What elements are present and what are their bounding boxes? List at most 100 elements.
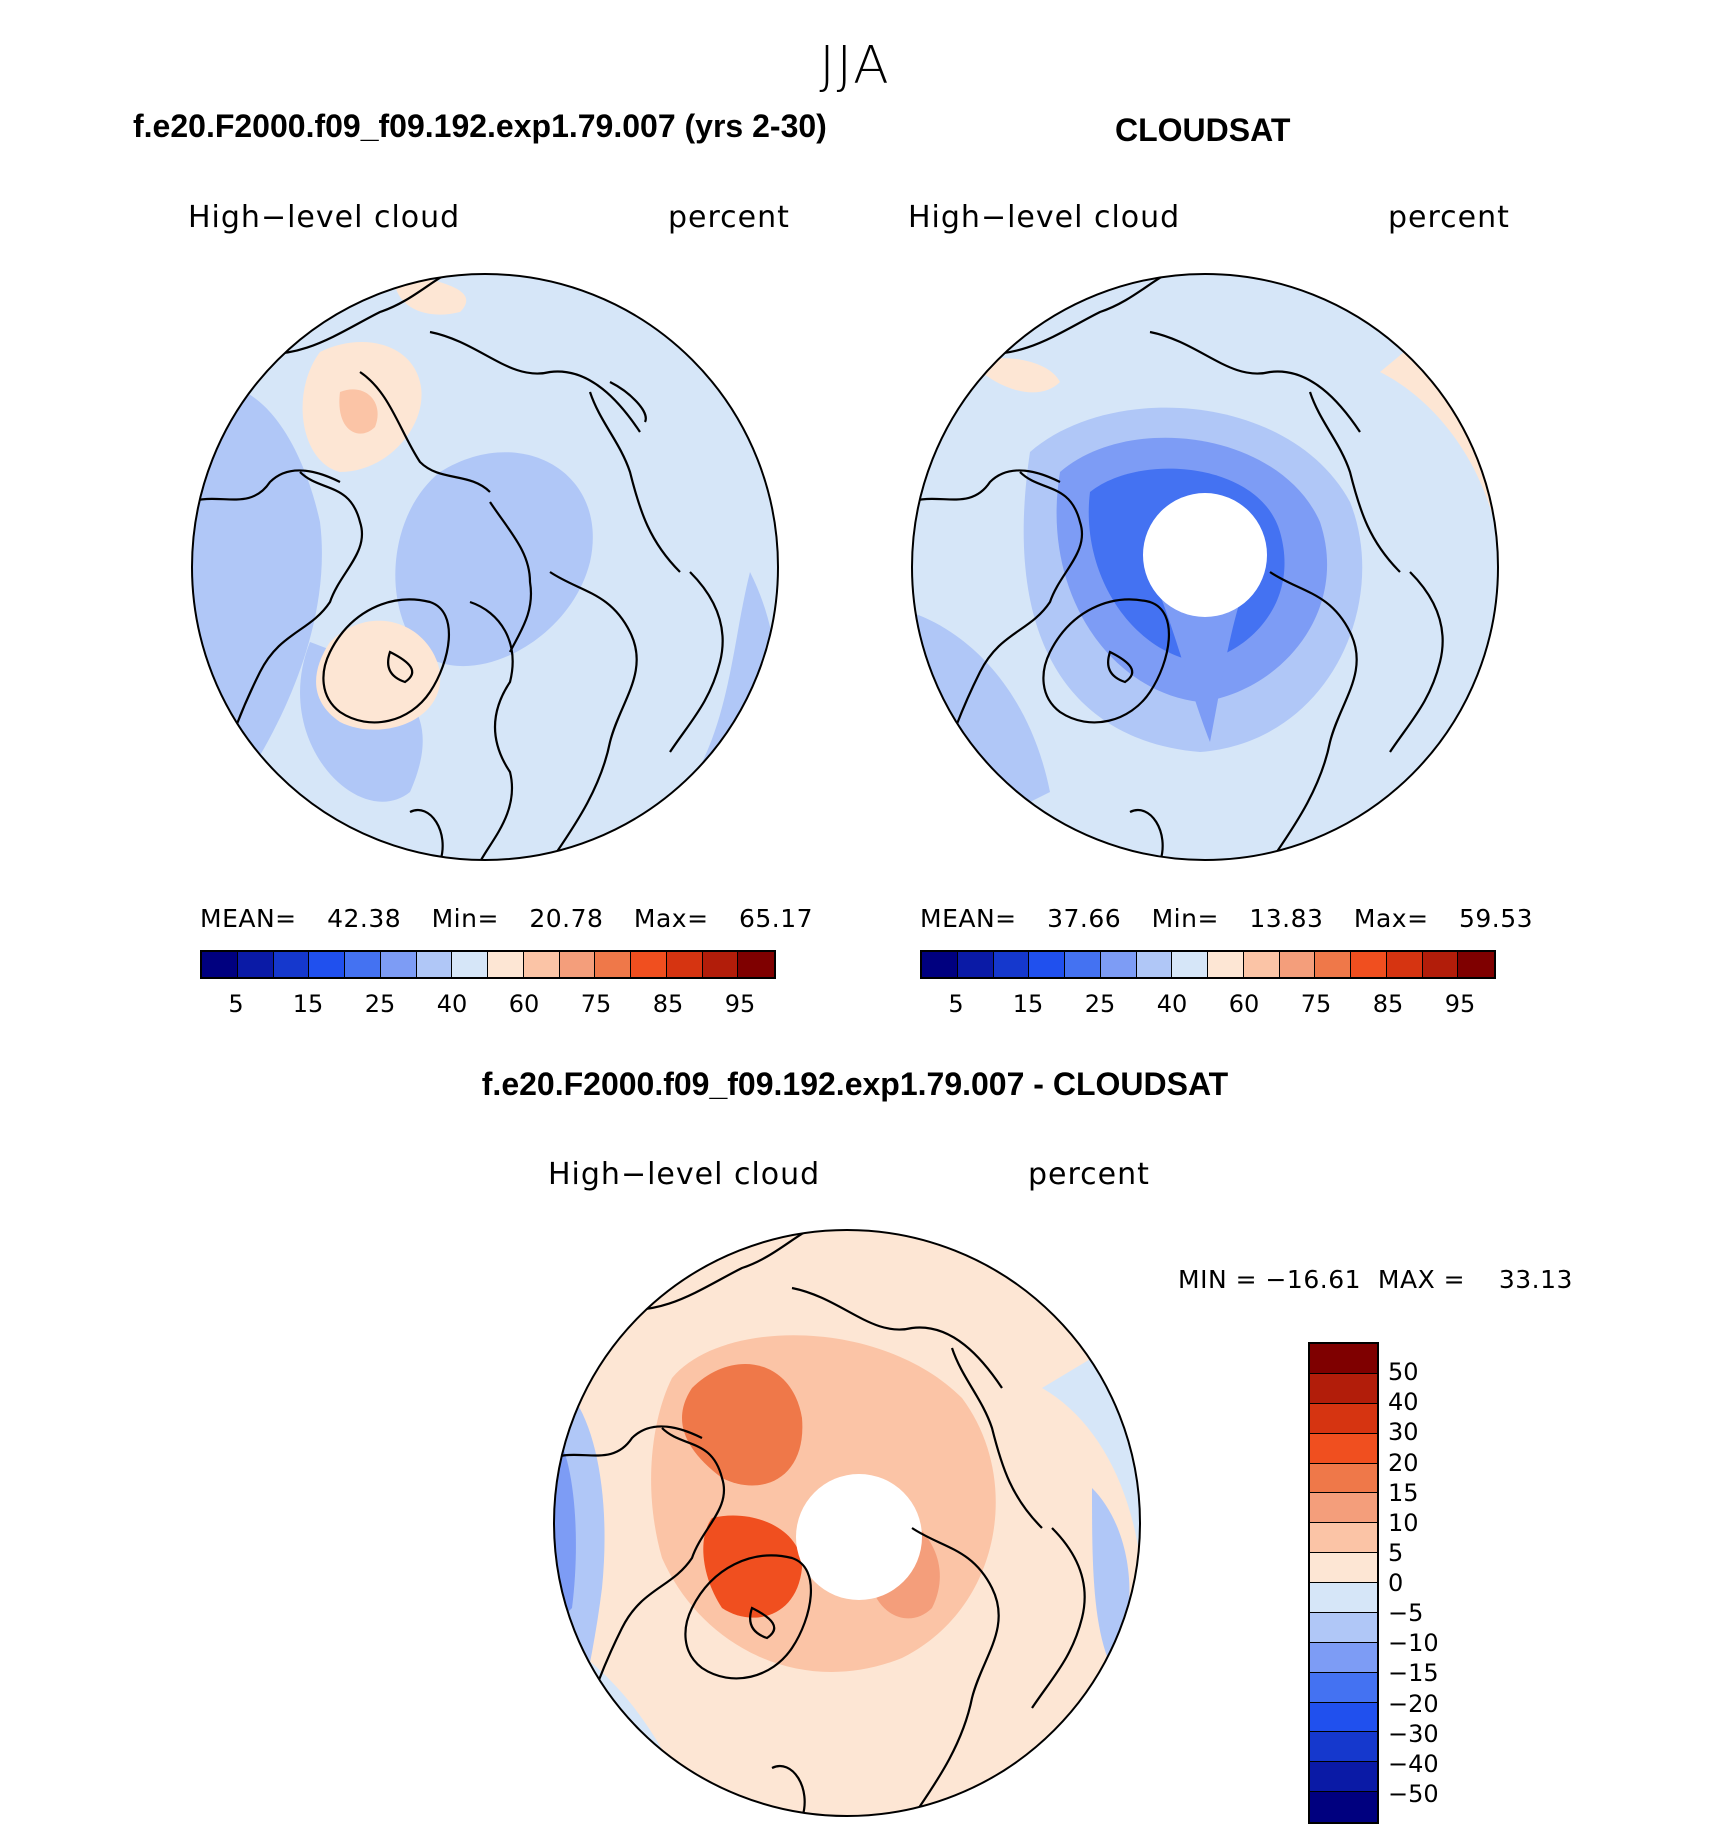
- model-mean-value: 42.38: [327, 904, 402, 933]
- obs-colorbar-ticks: 5 15 25 40 60 75 85 95: [920, 990, 1496, 1020]
- obs-coast-greenland: [1042, 598, 1171, 724]
- model-colorbar: [200, 950, 776, 979]
- obs-polar-map: [911, 273, 1499, 861]
- diff-coast-iceland: [749, 1606, 776, 1640]
- obs-max-label: Max=: [1353, 904, 1429, 933]
- diff-variable-label: High−level cloud: [548, 1157, 821, 1192]
- obs-colorbar-cell: [1243, 952, 1280, 977]
- model-coast-iceland: [387, 650, 414, 684]
- obs-colorbar-tick-label: 60: [1228, 990, 1260, 1018]
- diff-colorbar-cell: [1310, 1792, 1377, 1822]
- model-units-label: percent: [668, 200, 790, 235]
- obs-colorbar-tick-label: 5: [948, 990, 964, 1018]
- model-coast-archipelago: [489, 501, 533, 653]
- diff-colorbar-tick-label: 50: [1388, 1358, 1419, 1387]
- obs-colorbar-cell: [1029, 952, 1065, 977]
- model-coast-canada: [218, 471, 363, 773]
- model-coast-russia-north: [588, 391, 681, 573]
- model-coast-uk: [409, 809, 444, 860]
- obs-colorbar-tick-label: 75: [1300, 990, 1332, 1018]
- model-colorbar-cell: [488, 952, 524, 977]
- diff-colorbar-cell: [1310, 1373, 1377, 1404]
- diff-colorbar-tick-label: 30: [1388, 1418, 1419, 1447]
- model-colorbar-cell: [631, 952, 667, 977]
- diff-colorbar-ticks: 50 40 30 20 15 10 5 0 −5 −10 −15 −20 −30 −40 −50: [1388, 1342, 1468, 1824]
- diff-colorbar-cell: [1310, 1732, 1377, 1763]
- diff-field-siberia-hot: [682, 1364, 803, 1486]
- model-colorbar-cell: [309, 952, 345, 977]
- diff-coast-uk: [771, 1765, 806, 1816]
- model-colorbar-tick-label: 95: [724, 990, 756, 1018]
- model-case-title: f.e20.F2000.f09_f09.192.exp1.79.007 (yrs…: [133, 108, 827, 144]
- diff-colorbar-cell: [1310, 1642, 1377, 1673]
- obs-pole-gap: [1143, 493, 1267, 617]
- model-colorbar-cell: [666, 952, 703, 977]
- obs-variable-label: High−level cloud: [908, 200, 1181, 235]
- diff-colorbar-cell: [1310, 1463, 1377, 1494]
- diff-colorbar-cell: [1310, 1403, 1377, 1434]
- diff-colorbar-tick-label: −20: [1388, 1689, 1439, 1718]
- obs-mean-label: MEAN=: [920, 904, 1017, 933]
- diff-colorbar-cell: [1310, 1583, 1377, 1613]
- obs-colorbar-cell: [1386, 952, 1423, 977]
- diff-colorbar-tick-label: −30: [1388, 1719, 1439, 1748]
- obs-coast-arctic-rim: [1149, 330, 1361, 433]
- obs-case-title: CLOUDSAT: [1115, 112, 1291, 148]
- model-mean-label: MEAN=: [200, 904, 297, 933]
- model-colorbar-tick-label: 85: [652, 990, 684, 1018]
- obs-colorbar: [920, 950, 1496, 979]
- obs-coast-russia-north: [1308, 391, 1401, 573]
- obs-coast-iceland: [1107, 650, 1134, 684]
- obs-colorbar-cell: [1208, 952, 1244, 977]
- diff-coast-scandinavia: [911, 1527, 1000, 1816]
- model-field-greenland-warm: [316, 620, 441, 730]
- diff-colorbar-tick-label: 10: [1388, 1508, 1419, 1537]
- obs-coast-asia-north: [969, 274, 1171, 356]
- model-colorbar-cell: [237, 952, 274, 977]
- diff-colorbar-tick-label: −50: [1388, 1779, 1439, 1808]
- model-max-value: 65.17: [739, 904, 814, 933]
- model-coast-europe: [669, 571, 724, 753]
- obs-min-label: Min=: [1151, 904, 1219, 933]
- model-coast-east-siberia: [359, 371, 491, 493]
- obs-field-atlantic-tongue: [1150, 572, 1250, 742]
- obs-coast-scandinavia: [1269, 571, 1358, 860]
- season-title: JJA: [819, 36, 891, 96]
- model-variable-label: High−level cloud: [188, 200, 461, 235]
- obs-colorbar-cell: [922, 952, 958, 977]
- model-coast-asia-north: [249, 274, 451, 356]
- obs-max-value: 59.53: [1459, 904, 1534, 933]
- model-colorbar-cell: [702, 952, 739, 977]
- model-min-value: 20.78: [529, 904, 604, 933]
- model-colorbar-ticks: 5 15 25 40 60 75 85 95: [200, 990, 776, 1020]
- diff-colorbar-tick-label: −40: [1388, 1749, 1439, 1778]
- model-coast-arctic-rim: [429, 330, 641, 433]
- obs-colorbar-cell: [1100, 952, 1137, 977]
- obs-colorbar-cell: [1136, 952, 1173, 977]
- obs-colorbar-cell: [1279, 952, 1316, 977]
- diff-coast-europe: [1031, 1527, 1086, 1709]
- obs-map-border: [911, 273, 1499, 861]
- model-polar-map: [191, 273, 779, 861]
- model-colorbar-cell: [380, 952, 417, 977]
- diff-colorbar-cell: [1310, 1553, 1377, 1583]
- obs-colorbar-tick-label: 95: [1444, 990, 1476, 1018]
- diff-colorbar-cell: [1310, 1493, 1377, 1524]
- diff-field-east-cool: [992, 1328, 1140, 1816]
- obs-min-value: 13.83: [1249, 904, 1324, 933]
- model-stats: MEAN= 42.38 Min= 20.78 Max= 65.17: [200, 904, 813, 933]
- diff-colorbar-tick-label: 20: [1388, 1448, 1419, 1477]
- diff-colorbar-cell: [1310, 1612, 1377, 1643]
- model-colorbar-cell: [202, 952, 238, 977]
- diff-colorbar-cell: [1310, 1433, 1377, 1464]
- model-coast-north-atlantic: [469, 600, 514, 860]
- diff-colorbar-cell: [1310, 1702, 1377, 1733]
- model-colorbar-cell: [559, 952, 596, 977]
- diff-coast-asia-north: [611, 1230, 813, 1312]
- obs-stats: MEAN= 37.66 Min= 13.83 Max= 59.53: [920, 904, 1533, 933]
- diff-colorbar-tick-label: 0: [1388, 1569, 1404, 1597]
- diff-pole-gap: [796, 1474, 922, 1600]
- diff-colorbar-cell: [1310, 1344, 1377, 1374]
- obs-coast-uk: [1129, 809, 1164, 860]
- diff-map-border: [553, 1229, 1141, 1817]
